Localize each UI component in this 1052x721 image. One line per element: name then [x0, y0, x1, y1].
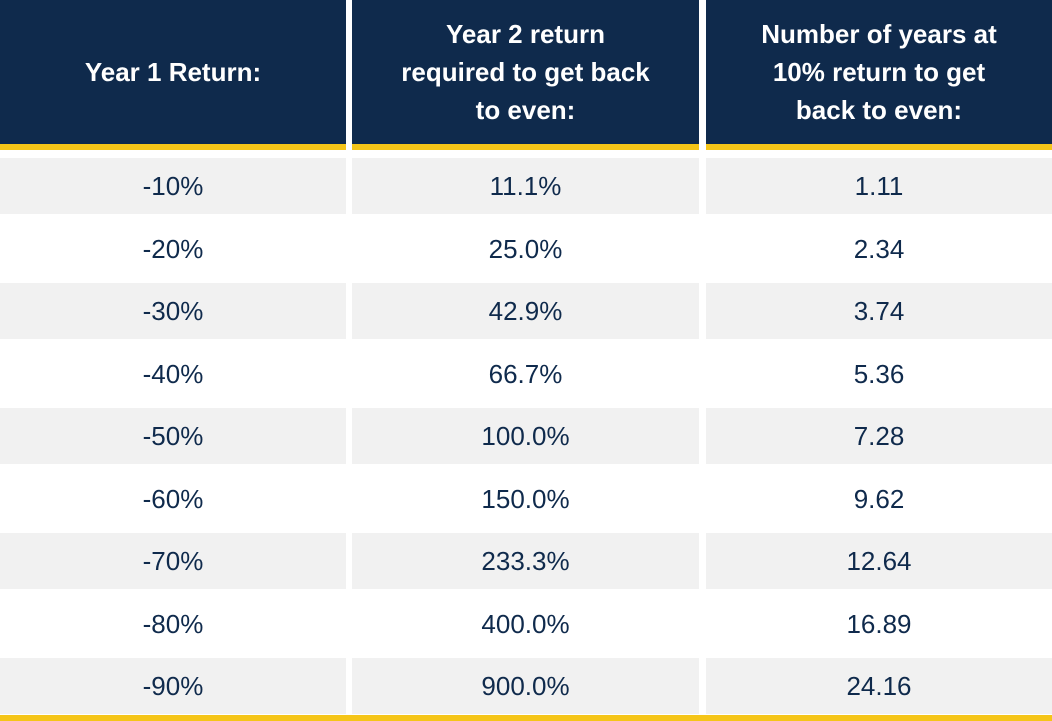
rule-gap — [699, 144, 706, 150]
table-row: -30% 42.9% 3.74 — [0, 283, 1052, 346]
table-row: -10% 11.1% 1.11 — [0, 158, 1052, 221]
cell-years-to-even: 24.16 — [706, 658, 1052, 714]
cell-year-1-return: -40% — [142, 358, 204, 389]
cell-years-to-even: 2.34 — [853, 233, 905, 264]
column-header-line: Year 1 Return: — [84, 57, 262, 87]
cell-year-1-return: -20% — [142, 233, 204, 264]
cell-year-2-return-required: 400.0% — [481, 608, 570, 639]
cell-years-to-even: 1.11 — [706, 158, 1052, 214]
table-row: -70% 233.3% 12.64 — [0, 533, 1052, 596]
table-row: -60% 150.0% 9.62 — [0, 471, 1052, 534]
cell-year-2-return-required: 11.1% — [352, 158, 699, 214]
cell-year-1-return: -10% — [0, 158, 346, 214]
cell-year-2-return-required: 233.3% — [352, 533, 699, 589]
column-header-years-to-even: Number of years at 10% return to get bac… — [706, 0, 1052, 144]
table-row: -20% 25.0% 2.34 — [0, 221, 1052, 284]
cell-year-1-return: -70% — [0, 533, 346, 589]
column-header-line: Year 2 return — [446, 19, 605, 49]
cell-year-1-return: -50% — [0, 408, 346, 464]
table-row: -50% 100.0% 7.28 — [0, 408, 1052, 471]
column-header-line: Number of years at — [761, 19, 997, 49]
table-body: -10% 11.1% 1.11 -20% 25.0% 2.34 -30% 42.9% 3.74-… — [0, 158, 1052, 721]
cell-year-2-return-required: 42.9% — [352, 283, 699, 339]
cell-years-to-even: 7.28 — [706, 408, 1052, 464]
column-header-year-1-return: Year 1 Return: — [0, 0, 346, 144]
column-header-year-2-return: Year 2 return required to get back to ev… — [352, 0, 699, 144]
cell-year-2-return-required: 100.0% — [352, 408, 699, 464]
cell-year-2-return-required: 25.0% — [488, 233, 563, 264]
column-header-line: back to even: — [795, 95, 963, 125]
footer-accent-rule — [0, 715, 1052, 721]
cell-years-to-even: 16.89 — [846, 608, 912, 639]
cell-year-1-return: -80% — [142, 608, 204, 639]
cell-years-to-even: 9.62 — [853, 483, 905, 514]
header-accent-rule — [0, 144, 1052, 150]
column-header-line: to even: — [475, 95, 576, 125]
table-header: Year 1 Return: Year 2 return required to… — [0, 0, 1052, 144]
rule-gap — [346, 144, 352, 150]
column-header-line: 10% return to get — [772, 57, 986, 87]
column-header-line: required to get back — [401, 57, 650, 87]
cell-year-2-return-required: 150.0% — [481, 483, 570, 514]
table-row: -90% 900.0% 24.16 — [0, 658, 1052, 721]
cell-year-1-return: -90% — [0, 658, 346, 714]
cell-year-2-return-required: 900.0% — [352, 658, 699, 714]
cell-years-to-even: 12.64 — [706, 533, 1052, 589]
cell-year-1-return: -60% — [142, 483, 204, 514]
cell-year-2-return-required: 66.7% — [488, 358, 563, 389]
table-row: -80% 400.0% 16.89 — [0, 596, 1052, 659]
cell-years-to-even: 5.36 — [853, 358, 905, 389]
cell-year-1-return: -30% — [0, 283, 346, 339]
table-row: -40% 66.7% 5.36 — [0, 346, 1052, 409]
cell-years-to-even: 3.74 — [706, 283, 1052, 339]
